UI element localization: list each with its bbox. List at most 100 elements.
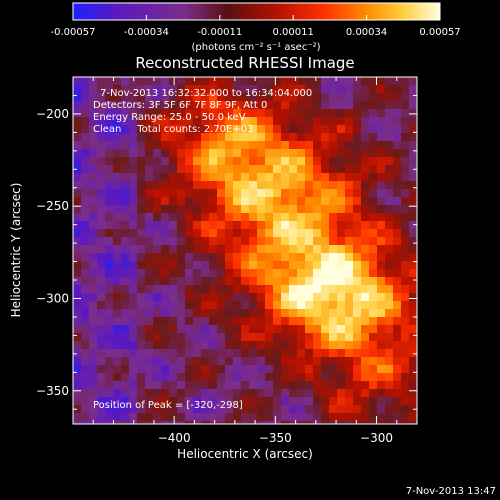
heatmap-pixel xyxy=(121,205,130,214)
heatmap-pixel xyxy=(129,285,138,294)
peak-position-label: Position of Peak = [-320,-298] xyxy=(93,400,243,411)
heatmap-pixel xyxy=(337,173,346,182)
heatmap-pixel xyxy=(209,141,218,150)
heatmap-pixel xyxy=(409,333,417,342)
heatmap-pixel xyxy=(241,277,250,286)
heatmap-pixel xyxy=(265,421,274,424)
heatmap-pixel xyxy=(369,421,378,424)
heatmap-pixel xyxy=(257,205,266,214)
heatmap-pixel xyxy=(193,293,202,302)
heatmap-pixel xyxy=(377,397,386,406)
heatmap-pixel xyxy=(401,165,410,174)
heatmap-pixel xyxy=(409,421,417,424)
heatmap-pixel xyxy=(153,141,162,150)
heatmap-pixel xyxy=(393,317,402,326)
heatmap-pixel xyxy=(201,117,210,126)
heatmap-pixel xyxy=(193,245,202,254)
heatmap-pixel xyxy=(401,397,410,406)
heatmap-pixel xyxy=(393,269,402,278)
heatmap-pixel xyxy=(249,285,258,294)
heatmap-pixel xyxy=(105,293,114,302)
heatmap-pixel xyxy=(193,333,202,342)
heatmap-pixel xyxy=(273,245,282,254)
heatmap-pixel xyxy=(297,101,306,110)
heatmap-pixel xyxy=(249,237,258,246)
heatmap-pixel xyxy=(185,181,194,190)
heatmap-pixel xyxy=(201,141,210,150)
heatmap-pixel xyxy=(265,189,274,198)
heatmap-pixel xyxy=(209,253,218,262)
heatmap-pixel xyxy=(345,173,354,182)
heatmap-pixel xyxy=(273,221,282,230)
heatmap-pixel xyxy=(353,373,362,382)
heatmap-pixel xyxy=(89,349,98,358)
heatmap-pixel xyxy=(185,101,194,110)
heatmap-pixel xyxy=(81,157,90,166)
heatmap-pixel xyxy=(401,237,410,246)
heatmap-pixel xyxy=(225,317,234,326)
heatmap-pixel xyxy=(81,293,90,302)
heatmap-pixel xyxy=(313,205,322,214)
heatmap-pixel xyxy=(401,301,410,310)
colorbar xyxy=(72,2,441,21)
heatmap-pixel xyxy=(401,341,410,350)
heatmap-pixel xyxy=(97,285,106,294)
heatmap-pixel xyxy=(233,357,242,366)
heatmap-pixel xyxy=(385,85,394,94)
heatmap-pixel xyxy=(225,109,234,118)
heatmap-pixel xyxy=(345,261,354,270)
heatmap-pixel xyxy=(201,189,210,198)
heatmap-pixel xyxy=(97,389,106,398)
heatmap-pixel xyxy=(201,333,210,342)
heatmap-pixel xyxy=(193,309,202,318)
heatmap-pixel xyxy=(257,109,266,118)
heatmap-pixel xyxy=(225,213,234,222)
heatmap-pixel xyxy=(113,205,122,214)
heatmap-pixel xyxy=(193,181,202,190)
heatmap-pixel xyxy=(321,157,330,166)
heatmap-pixel xyxy=(121,317,130,326)
heatmap-pixel xyxy=(313,149,322,158)
heatmap-pixel xyxy=(89,213,98,222)
heatmap-pixel xyxy=(393,333,402,342)
heatmap-pixel xyxy=(401,333,410,342)
heatmap-pixel xyxy=(353,261,362,270)
heatmap-pixel xyxy=(145,181,154,190)
heatmap-pixel xyxy=(161,277,170,286)
heatmap-pixel xyxy=(185,93,194,102)
heatmap-pixel xyxy=(89,101,98,110)
heatmap-pixel xyxy=(185,133,194,142)
heatmap-pixel xyxy=(249,413,258,422)
heatmap-pixel xyxy=(249,77,258,86)
heatmap-pixel xyxy=(137,325,146,334)
heatmap-pixel xyxy=(97,85,106,94)
heatmap-pixel xyxy=(73,77,82,86)
heatmap-pixel xyxy=(169,229,178,238)
heatmap-pixel xyxy=(193,317,202,326)
heatmap-pixel xyxy=(81,189,90,198)
heatmap-pixel xyxy=(73,253,82,262)
heatmap-pixel xyxy=(145,173,154,182)
heatmap-pixel xyxy=(297,333,306,342)
heatmap-pixel xyxy=(345,381,354,390)
heatmap-pixel xyxy=(265,173,274,182)
heatmap-pixel xyxy=(281,125,290,134)
heatmap-pixel xyxy=(273,109,282,118)
heatmap-pixel xyxy=(401,77,410,86)
heatmap-pixel xyxy=(137,229,146,238)
heatmap-pixel xyxy=(329,301,338,310)
heatmap-pixel xyxy=(369,229,378,238)
heatmap-pixel xyxy=(73,189,82,198)
heatmap-pixel xyxy=(169,413,178,422)
heatmap-pixel xyxy=(97,133,106,142)
heatmap-pixel xyxy=(321,85,330,94)
heatmap-pixel xyxy=(297,93,306,102)
heatmap-pixel xyxy=(321,373,330,382)
heatmap-pixel xyxy=(161,381,170,390)
heatmap-pixel xyxy=(233,85,242,94)
heatmap-pixel xyxy=(161,349,170,358)
heatmap-pixel xyxy=(81,213,90,222)
axis-ticks: −400 −350 −300−200−250−300−350 xyxy=(36,77,417,445)
heatmap-pixel xyxy=(97,229,106,238)
heatmap-pixel xyxy=(393,197,402,206)
